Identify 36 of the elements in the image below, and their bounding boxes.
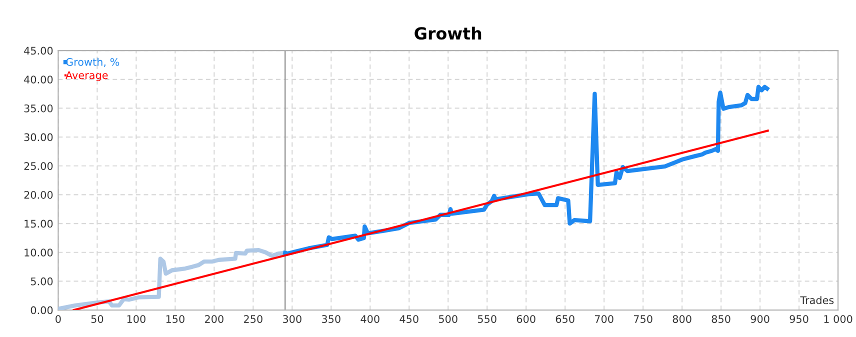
x-tick-label: 500: [438, 315, 458, 323]
x-tick-label: 850: [712, 315, 730, 323]
x-tick-label: 300: [283, 315, 302, 323]
x-tick-label: 650: [556, 315, 574, 323]
x-tick-label: 1 000: [824, 315, 852, 323]
y-tick-label: 35.00: [24, 104, 53, 112]
x-axis-title: Trades: [800, 296, 834, 304]
x-tick-label: 700: [594, 315, 614, 323]
y-tick-label: 5.00: [30, 277, 53, 286]
x-tick-label: 400: [360, 315, 380, 323]
x-tick-label: 100: [127, 315, 146, 323]
x-tick-label: 800: [672, 315, 692, 323]
x-tick-label: 50: [91, 315, 104, 323]
x-tick-label: 750: [634, 315, 652, 323]
x-tick-label: 600: [516, 315, 536, 323]
x-tick-label: 900: [750, 315, 770, 323]
y-tick-label: 15.00: [24, 220, 53, 228]
y-tick-label: 45.00: [24, 46, 53, 55]
x-tick-label: 250: [244, 315, 262, 323]
y-tick-label: 40.00: [24, 76, 53, 84]
y-tick-label: 30.00: [24, 133, 53, 142]
x-tick-label: 150: [166, 315, 184, 323]
legend-label: Growth, %: [66, 58, 120, 67]
line-series: [58, 248, 288, 310]
chart-title: Growth: [414, 26, 482, 40]
x-tick-label: 350: [322, 315, 340, 323]
x-tick-label: 0: [56, 315, 61, 323]
y-tick-label: 10.00: [24, 248, 53, 256]
legend-label: Average: [66, 71, 108, 82]
y-tick-label: 25.00: [24, 162, 53, 170]
x-tick-label: 450: [400, 315, 418, 323]
x-tick-label: 200: [204, 315, 224, 323]
y-tick-label: 20.00: [24, 190, 53, 199]
y-tick-label: 0.00: [30, 306, 53, 314]
x-tick-label: 950: [790, 315, 808, 323]
x-tick-label: 550: [478, 315, 496, 323]
